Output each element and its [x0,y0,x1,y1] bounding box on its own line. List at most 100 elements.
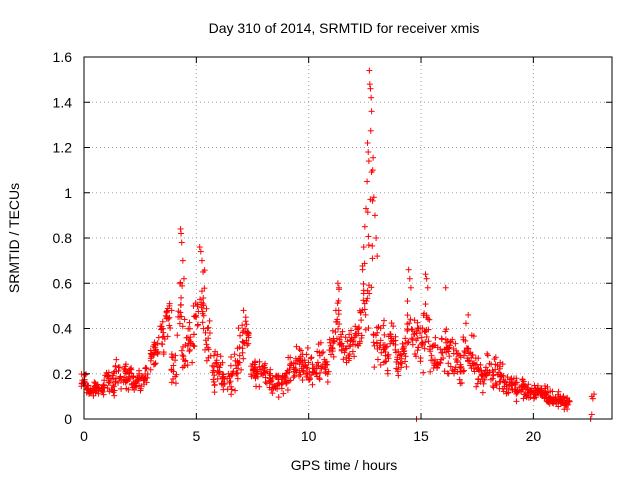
data-point [346,331,353,338]
data-point [336,321,343,328]
data-point [336,341,343,348]
data-point [370,154,377,161]
data-point [168,354,175,361]
data-point [532,394,539,401]
data-point [324,378,331,385]
data-point [388,320,395,327]
data-point [184,362,191,369]
data-point [427,368,434,375]
data-point [377,325,384,332]
data-point [197,248,204,255]
data-point [555,388,562,395]
data-point [366,67,373,74]
data-point [447,339,454,346]
data-point [263,380,270,387]
data-point [458,368,465,375]
data-point [377,361,384,368]
chart-title: Day 310 of 2014, SRMTID for receiver xmi… [209,20,480,36]
data-point [240,339,247,346]
data-point [224,386,231,393]
data-point [164,333,171,340]
data-point [384,370,391,377]
data-point [144,371,151,378]
data-point [402,353,409,360]
data-point [259,363,266,370]
data-point [205,324,212,331]
data-point [216,364,223,371]
data-point [370,194,377,201]
data-point [372,332,379,339]
data-point [269,390,276,397]
data-point [143,379,150,386]
data-point [381,331,388,338]
data-point [95,390,102,397]
data-point [191,331,198,338]
data-point [440,355,447,362]
data-point [113,356,120,363]
data-point [425,338,432,345]
data-point [136,382,143,389]
x-axis-label: GPS time / hours [291,457,398,473]
data-point [343,345,350,352]
data-point [397,351,404,358]
data-point [266,384,273,391]
data-point [292,366,299,373]
data-point [238,366,245,373]
data-point [181,362,188,369]
data-point [341,349,348,356]
y-tick-label: 1.6 [53,49,73,65]
data-point [211,381,218,388]
data-point [388,337,395,344]
data-point [510,375,517,382]
data-point [325,368,332,375]
data-point [174,332,181,339]
data-point [415,325,422,332]
data-point [339,328,346,335]
data-point [191,343,198,350]
data-point [178,239,185,246]
data-point [449,336,456,343]
y-tick-label: 0 [64,411,72,427]
data-point [318,365,325,372]
data-point [89,387,96,394]
data-point [136,367,143,374]
y-tick-label: 1.4 [53,94,73,110]
data-point [297,371,304,378]
data-point [371,342,378,349]
data-point [332,307,339,314]
data-point [449,367,456,374]
data-point [499,385,506,392]
data-point [358,332,365,339]
data-point [182,357,189,364]
data-point [244,330,251,337]
data-point [226,373,233,380]
data-point [342,345,349,352]
data-point [248,373,255,380]
x-tick-label: 5 [192,428,200,444]
data-point [492,366,499,373]
data-point [242,314,249,321]
data-point [499,361,506,368]
data-point [106,379,113,386]
data-point [316,376,323,383]
data-point [239,329,246,336]
data-point [303,364,310,371]
data-point [546,395,553,402]
data-point [253,368,260,375]
data-point [242,325,249,332]
data-point [469,351,476,358]
data-point [591,391,598,398]
data-point [239,345,246,352]
data-point [365,158,372,165]
data-point [525,381,532,388]
data-point [384,353,391,360]
data-point [147,357,154,364]
data-point [186,319,193,326]
data-point [407,316,414,323]
data-point [373,324,380,331]
data-point [466,358,473,365]
data-point [413,337,420,344]
data-point [220,371,227,378]
data-point [350,337,357,344]
data-point [404,326,411,333]
